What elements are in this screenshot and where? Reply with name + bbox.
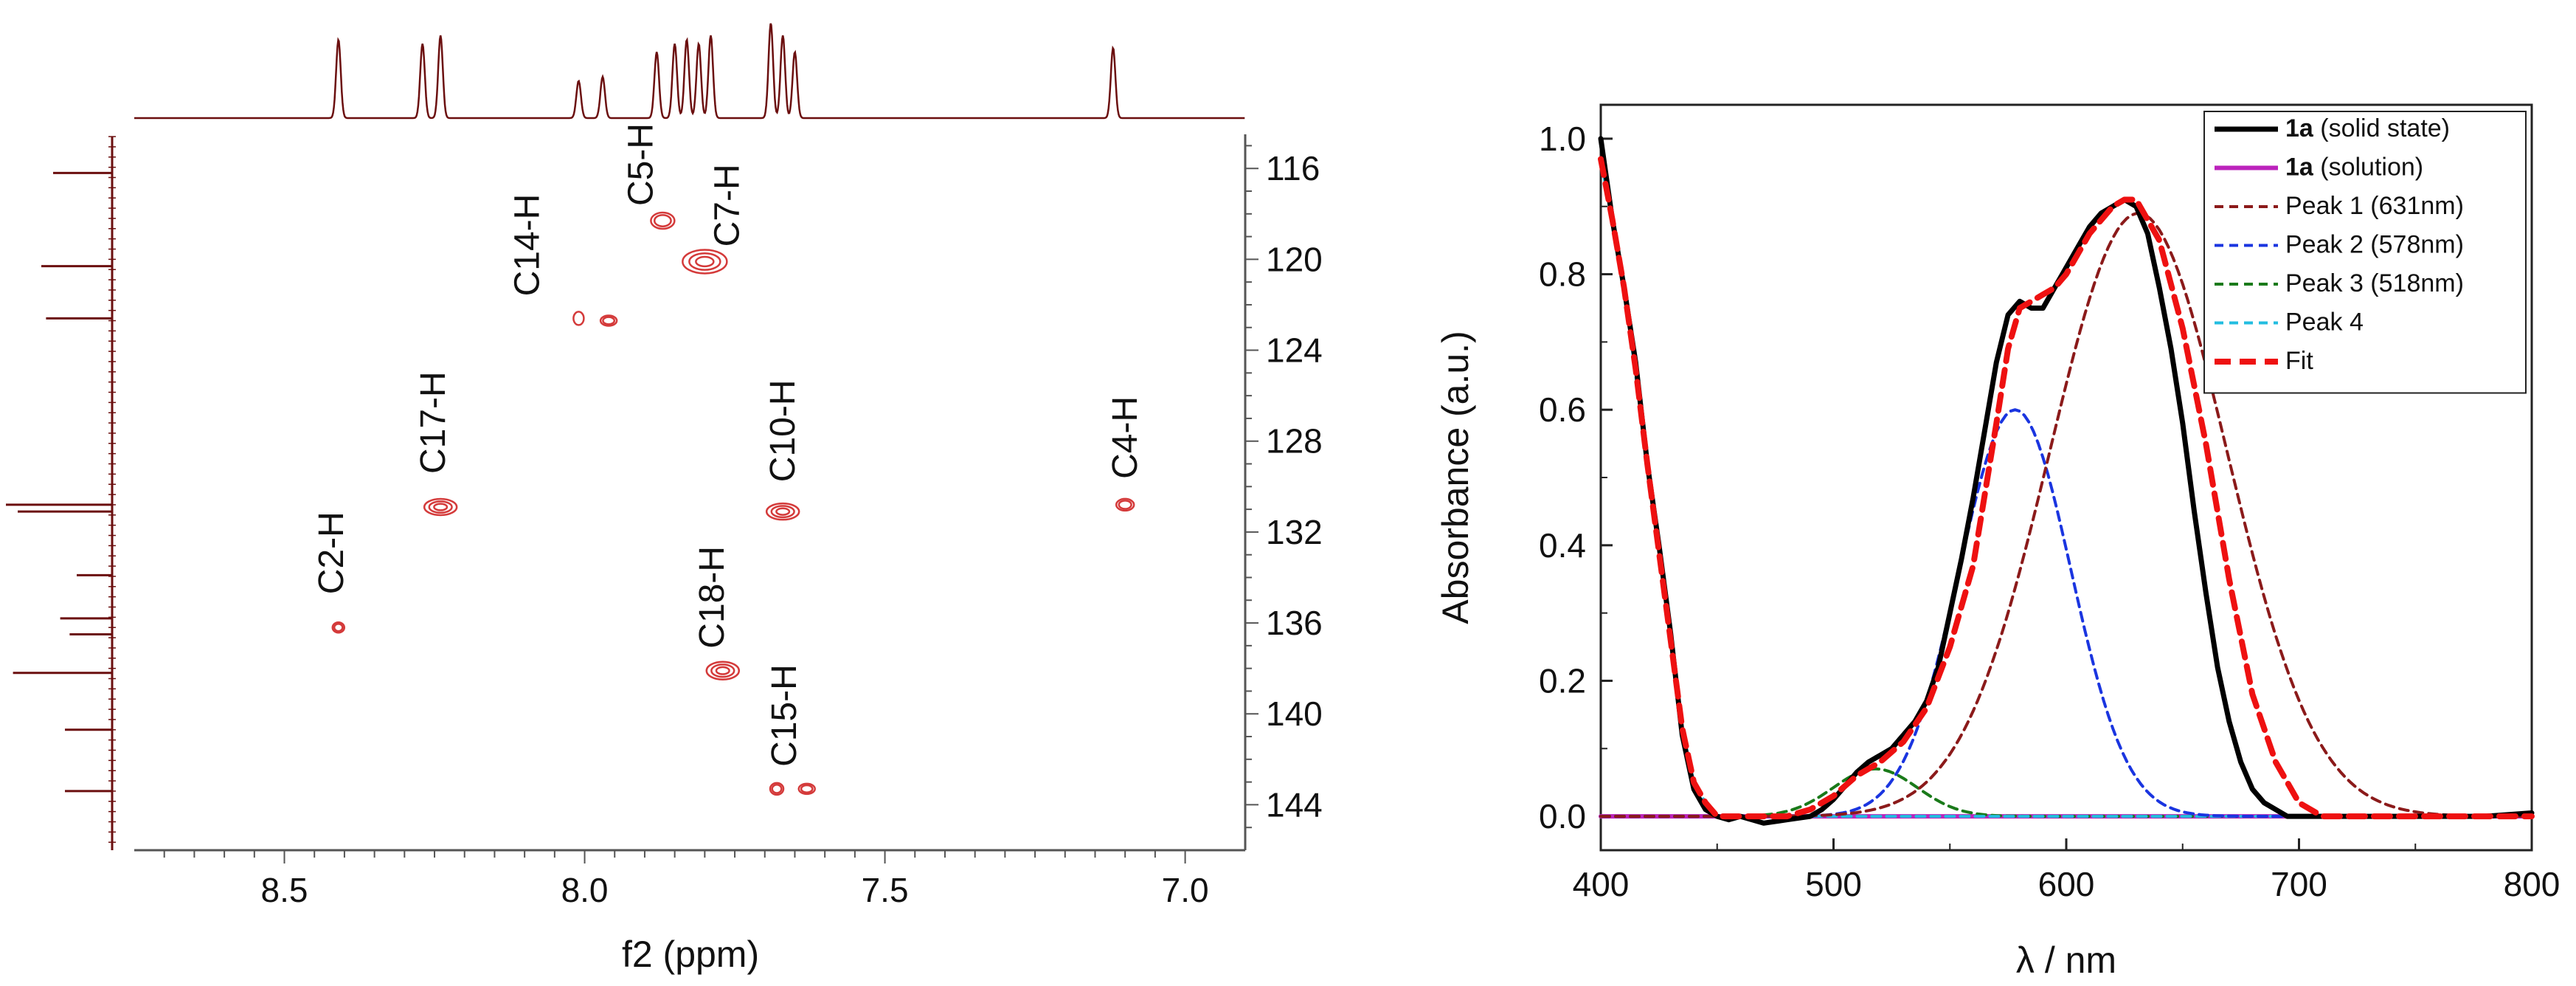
legend-label-text: (solid state) <box>2313 114 2450 142</box>
cross-peak-contour <box>599 314 618 327</box>
cross-peak-contour <box>710 663 735 678</box>
cross-peak-contour <box>331 621 346 634</box>
cross-peak-label: C2-H <box>312 511 351 594</box>
cross-peak-contour <box>333 623 344 632</box>
y-tick-label: 128 <box>1266 422 1323 461</box>
y-tick-label: 140 <box>1266 694 1323 733</box>
y-tick-label: 0.6 <box>1539 390 1586 429</box>
legend-label-bold: 1a <box>2285 114 2314 142</box>
cross-peak-contour <box>682 249 728 275</box>
cross-peak-contour <box>1118 500 1132 510</box>
y-tick-label: 116 <box>1266 149 1320 187</box>
legend-label-solid: 1a (solid state) <box>2285 114 2450 142</box>
cross-peak-label: C4-H <box>1106 396 1145 479</box>
cross-peak-contour <box>1115 497 1135 512</box>
legend-label-peak2: Peak 2 (578nm) <box>2285 231 2464 259</box>
cross-peak-contour <box>771 784 783 794</box>
cross-peak-label: C5-H <box>621 123 660 206</box>
y-tick-label: 144 <box>1266 785 1323 824</box>
series-line-fit <box>1598 156 2535 820</box>
cross-peak-contour <box>433 503 449 511</box>
legend-label-solution: 1a (solution) <box>2285 154 2423 182</box>
x-axis-title: f2 (ppm) <box>622 934 759 975</box>
legend-label-text: (solution) <box>2313 154 2423 182</box>
cross-peak-contour <box>650 211 676 230</box>
y-tick-label: 0.8 <box>1539 255 1586 294</box>
cross-peak-contour <box>695 255 715 268</box>
cross-peak-contour <box>572 311 585 326</box>
y-tick-label: 120 <box>1266 240 1323 278</box>
cross-peak-contour <box>769 782 785 796</box>
x-tick-label: 500 <box>1805 865 1862 903</box>
legend-box <box>2203 111 2527 394</box>
y-tick-label: 124 <box>1266 331 1323 370</box>
y-tick-label: 0.4 <box>1539 526 1586 565</box>
absorbance-chart: 400 500 600 700 800 0.0 0.2 0.4 0.6 0.8 1.0 λ / nm A… <box>1435 103 2561 981</box>
legend-label-fit: Fit <box>2285 347 2313 375</box>
cross-peak-contour <box>800 784 814 794</box>
cross-peak-contour <box>797 782 816 796</box>
cross-peak-contour <box>423 497 458 517</box>
y-tick-label: 0.0 <box>1539 797 1586 835</box>
legend-label-text: Peak 4 <box>2285 308 2364 337</box>
x-tick-label: 7.0 <box>1162 871 1209 909</box>
x-tick-label: 400 <box>1573 865 1630 903</box>
y-axis-title: Absorbance (a.u.) <box>1435 331 1476 624</box>
legend-label-text: Peak 2 (578nm) <box>2285 231 2464 259</box>
cross-peak-contour <box>765 502 800 521</box>
y-tick-label: 136 <box>1266 604 1323 642</box>
cross-peak-contour <box>715 666 730 675</box>
cross-peak-contour <box>705 661 741 680</box>
x-axis-title: λ / nm <box>2016 940 2116 981</box>
y-tick-label: 1.0 <box>1539 120 1586 158</box>
cross-peak-label: C17-H <box>414 371 453 474</box>
series-line-peak3 <box>1599 767 2533 818</box>
cross-peak-label: C7-H <box>707 164 747 246</box>
x-tick-label: 8.0 <box>561 871 609 909</box>
y-tick-label: 132 <box>1266 513 1323 551</box>
x-tick-label: 8.5 <box>261 871 308 909</box>
series-line-peak2 <box>1599 408 2533 818</box>
hsqc-nmr-chart: 8.5 8.0 7.5 7.0 f2 (ppm) 116 120 124 128 132 136 14… <box>6 23 1323 975</box>
cross-peak-label: C10-H <box>764 379 803 482</box>
cross-peak-contour <box>770 505 795 519</box>
x-tick-label: 800 <box>2504 865 2561 903</box>
cross-peak-label: C18-H <box>693 546 732 649</box>
x-tick-label: 7.5 <box>862 871 909 909</box>
cross-peak-contour <box>688 252 721 271</box>
legend-label-bold: 1a <box>2285 154 2314 182</box>
x-tick-label: 600 <box>2038 865 2095 903</box>
cross-peak-contour <box>602 316 616 325</box>
cross-peak-label: C15-H <box>765 664 804 767</box>
cross-peak-contour <box>653 214 672 227</box>
cross-peak-contour <box>428 500 453 514</box>
legend-label-text: Fit <box>2285 347 2313 375</box>
legend-label-peak3: Peak 3 (518nm) <box>2285 269 2464 297</box>
y-tick-label: 0.2 <box>1539 661 1586 700</box>
x-tick-label: 700 <box>2271 865 2327 903</box>
proton-projection-spectrum <box>134 23 1245 120</box>
legend-label-peak1: Peak 1 (631nm) <box>2285 192 2464 220</box>
legend-label-text: Peak 1 (631nm) <box>2285 192 2464 220</box>
cross-peak-label: C14-H <box>508 194 547 297</box>
legend-label-peak4: Peak 4 <box>2285 308 2364 337</box>
legend-label-text: Peak 3 (518nm) <box>2285 269 2464 297</box>
cross-peak-contour <box>775 507 791 516</box>
